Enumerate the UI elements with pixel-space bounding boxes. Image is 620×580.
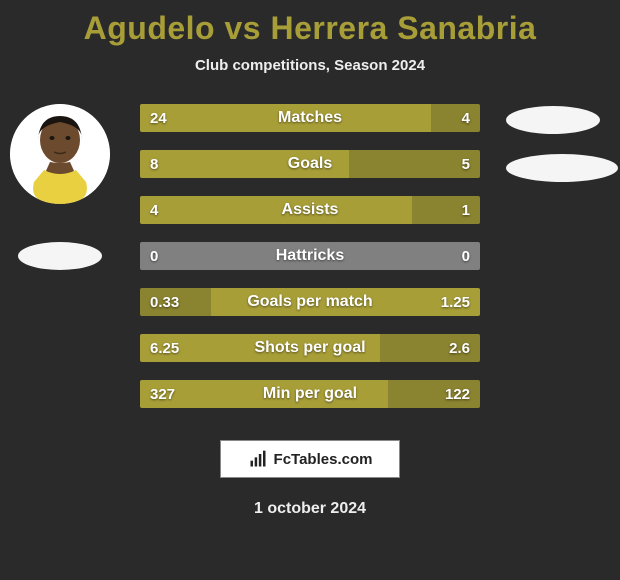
player1-flag (18, 242, 102, 270)
stat-row: 327122Min per goal (140, 380, 480, 408)
player2-flag-2 (506, 154, 618, 182)
player2-name: Herrera Sanabria (270, 10, 536, 46)
player1-name: Agudelo (84, 10, 215, 46)
stat-row: 0.331.25Goals per match (140, 288, 480, 316)
stat-label: Min per goal (140, 380, 480, 408)
stat-row: 00Hattricks (140, 242, 480, 270)
stat-row: 85Goals (140, 150, 480, 178)
footer-date: 1 october 2024 (0, 500, 620, 518)
stat-label: Matches (140, 104, 480, 132)
stat-label: Hattricks (140, 242, 480, 270)
stat-row: 41Assists (140, 196, 480, 224)
season-subtitle: Club competitions, Season 2024 (0, 57, 620, 74)
stat-bars: 244Matches 85Goals 41Assists 00Hattricks 0.3… (140, 104, 480, 426)
brand-text: FcTables.com (274, 451, 373, 468)
stat-row: 6.252.6Shots per goal (140, 334, 480, 362)
stat-label: Goals (140, 150, 480, 178)
brand-badge: FcTables.com (220, 440, 400, 478)
vs-text: vs (224, 10, 261, 46)
player1-avatar (10, 104, 110, 204)
comparison-title: Agudelo vs Herrera Sanabria (0, 0, 620, 47)
stat-row: 244Matches (140, 104, 480, 132)
stat-label: Goals per match (140, 288, 480, 316)
stat-label: Assists (140, 196, 480, 224)
player2-flag-1 (506, 106, 600, 134)
stat-label: Shots per goal (140, 334, 480, 362)
chart-icon (248, 449, 268, 469)
